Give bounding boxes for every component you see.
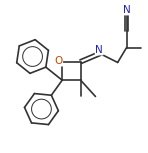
Text: O: O bbox=[54, 56, 63, 66]
Text: N: N bbox=[123, 5, 130, 15]
Text: N: N bbox=[95, 45, 103, 55]
